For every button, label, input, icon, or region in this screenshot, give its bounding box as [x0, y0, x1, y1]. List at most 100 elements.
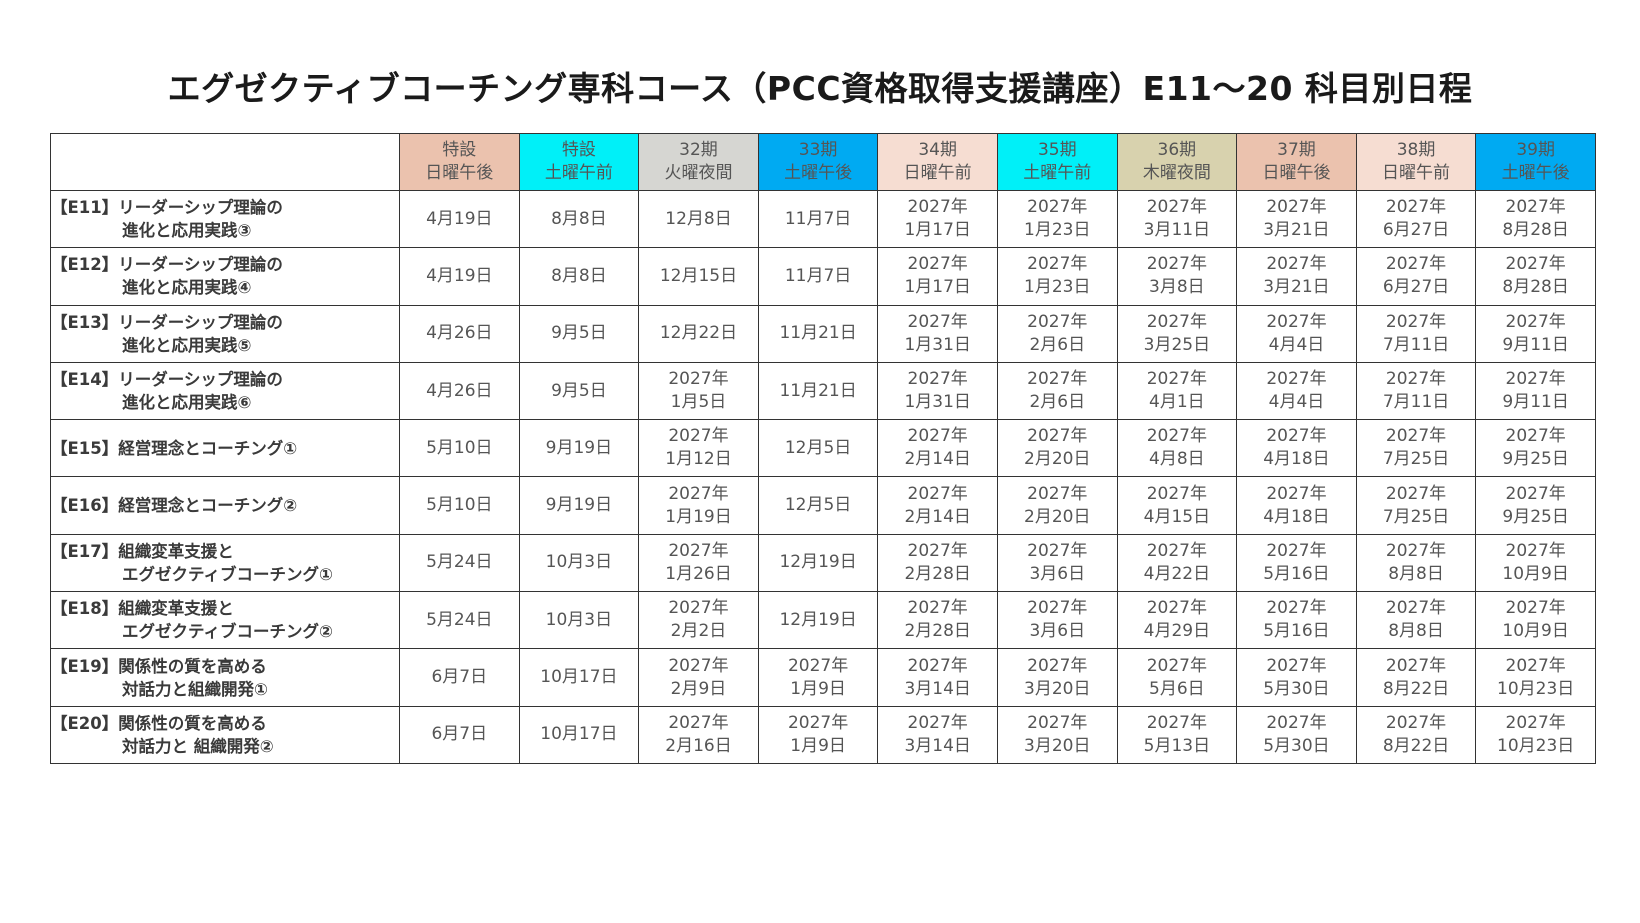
- date-cell: 2027年 8月22日: [1355, 648, 1477, 707]
- date-month-day: 9月25日: [1502, 449, 1569, 470]
- subject-code: 【E11】: [51, 198, 119, 218]
- date-year: 2027年: [1266, 254, 1327, 275]
- date-month-day: 7月25日: [1382, 506, 1450, 527]
- date-year: 2027年: [787, 712, 849, 733]
- date-cell: 2027年 4月4日: [1236, 304, 1357, 363]
- table-row: 【E15】経営理念とコーチング① 5月10日 9月19日 2027年 1月12日 12月5…: [50, 419, 1596, 478]
- date-month-day: 11月7日: [784, 208, 852, 229]
- course-term-label: 35期: [1037, 140, 1077, 160]
- date-month-day: 10月9日: [1502, 621, 1569, 642]
- date-cell: 2027年 7月11日: [1355, 361, 1477, 421]
- date-cell: 11月7日: [757, 189, 879, 249]
- date-month-day: 5月16日: [1263, 563, 1330, 584]
- subject-title: 組織変革支援と: [118, 599, 234, 619]
- subject-title: リーダーシップ理論の: [118, 255, 283, 275]
- date-month-day: 3月8日: [1149, 277, 1205, 298]
- date-year: 2027年: [907, 483, 968, 504]
- date-cell: 4月19日: [399, 247, 520, 306]
- date-cell: 9月19日: [518, 476, 640, 535]
- date-cell: 2027年 7月25日: [1355, 419, 1477, 478]
- course-term-label: 32期: [679, 140, 718, 160]
- date-month-day: 12月19日: [779, 552, 857, 573]
- course-slot-label: 土曜午前: [544, 163, 613, 183]
- course-slot-label: 土曜午後: [1501, 163, 1570, 183]
- date-month-day: 8月22日: [1382, 735, 1450, 756]
- date-cell: 2027年 3月6日: [996, 591, 1118, 650]
- date-cell: 5月10日: [399, 419, 520, 478]
- date-cell: 2027年 3月8日: [1116, 247, 1238, 306]
- date-year: 2027年: [668, 426, 729, 447]
- date-cell: 2027年 1月17日: [877, 247, 998, 306]
- date-year: 2027年: [1027, 598, 1088, 619]
- table-row: 【E14】リーダーシップ理論の 進化と応用実践⑥ 4月26日 9月5日 2027年 1月5…: [50, 361, 1596, 421]
- date-cell: 2027年 3月21日: [1236, 189, 1357, 249]
- date-cell: 2027年 2月16日: [638, 705, 759, 764]
- date-month-day: 2月6日: [1029, 392, 1086, 413]
- date-year: 2027年: [907, 254, 968, 275]
- date-cell: 2027年 7月11日: [1355, 304, 1477, 363]
- date-cell: 2027年 2月6日: [996, 304, 1118, 363]
- course-term-label: 38期: [1396, 140, 1436, 160]
- date-month-day: 1月5日: [670, 392, 727, 413]
- date-cell: 10月17日: [518, 648, 640, 707]
- date-year: 2027年: [1505, 483, 1566, 504]
- date-month-day: 9月19日: [545, 495, 613, 516]
- date-cell: 2027年 1月31日: [877, 304, 998, 363]
- date-month-day: 5月30日: [1263, 735, 1330, 756]
- date-month-day: 3月6日: [1029, 621, 1086, 642]
- date-month-day: 4月29日: [1143, 621, 1211, 642]
- subject-code: 【E17】: [51, 541, 119, 561]
- date-cell: 2027年 1月31日: [877, 361, 998, 421]
- course-term-label: 36期: [1157, 140, 1197, 160]
- date-month-day: 6月7日: [431, 724, 488, 745]
- date-month-day: 2月20日: [1024, 449, 1091, 470]
- course-term-label: 37期: [1277, 140, 1316, 160]
- subject-cell: 【E16】経営理念とコーチング②: [50, 476, 400, 535]
- date-year: 2027年: [668, 540, 729, 561]
- page-title: エグゼクティブコーチング専科コース（PCC資格取得支援講座）E11〜20 科目別…: [167, 69, 1473, 108]
- date-cell: 10月3日: [518, 591, 640, 650]
- date-month-day: 3月25日: [1143, 334, 1211, 355]
- date-cell: 2027年 4月18日: [1236, 476, 1357, 535]
- date-cell: 2027年 10月23日: [1475, 705, 1596, 764]
- date-cell: 2027年 1月19日: [638, 476, 759, 535]
- course-header: 36期 木曜夜間: [1116, 133, 1238, 191]
- date-cell: 2027年 2月14日: [877, 419, 998, 478]
- date-month-day: 4月4日: [1268, 392, 1325, 413]
- date-year: 2027年: [1027, 369, 1088, 390]
- date-month-day: 3月11日: [1143, 220, 1211, 241]
- subject-line: 【E17】組織変革支援と: [51, 540, 399, 563]
- subject-line: 【E12】リーダーシップ理論の: [52, 253, 399, 276]
- date-cell: 2027年 3月20日: [996, 648, 1118, 707]
- course-term-label: 特設: [442, 140, 477, 160]
- date-cell: 12月19日: [757, 591, 879, 650]
- table-row: 【E12】リーダーシップ理論の 進化と応用実践④ 4月19日 8月8日 12月15日 11…: [50, 247, 1596, 306]
- date-year: 2027年: [1266, 598, 1327, 619]
- course-term-label: 39期: [1516, 140, 1555, 160]
- subject-code: 【E16】: [51, 496, 119, 516]
- date-year: 2027年: [1027, 483, 1088, 504]
- date-cell: 2027年 1月5日: [638, 361, 759, 421]
- date-cell: 2027年 10月23日: [1475, 648, 1596, 707]
- date-month-day: 1月9日: [790, 678, 846, 699]
- subject-title-line2: 進化と応用実践③: [122, 221, 252, 241]
- date-year: 2027年: [1027, 655, 1088, 676]
- date-year: 2027年: [1505, 598, 1566, 619]
- date-year: 2027年: [1027, 426, 1088, 447]
- date-month-day: 5月13日: [1143, 735, 1211, 756]
- date-month-day: 1月23日: [1024, 220, 1091, 241]
- date-month-day: 9月5日: [551, 380, 607, 401]
- subject-line: 【E19】関係性の質を高める: [52, 655, 399, 678]
- subject-code: 【E18】: [51, 599, 119, 619]
- subject-title: リーダーシップ理論の: [118, 198, 283, 218]
- date-year: 2027年: [1505, 712, 1566, 733]
- date-cell: 8月8日: [518, 189, 640, 249]
- date-cell: 2027年 2月28日: [877, 533, 998, 593]
- date-month-day: 1月12日: [665, 449, 732, 470]
- subject-cell: 【E13】リーダーシップ理論の 進化と応用実践⑤: [50, 304, 400, 363]
- date-year: 2027年: [1385, 311, 1447, 332]
- date-cell: 4月26日: [399, 304, 520, 363]
- date-month-day: 4月1日: [1149, 392, 1205, 413]
- date-month-day: 9月11日: [1502, 334, 1569, 355]
- date-month-day: 4月4日: [1268, 334, 1325, 355]
